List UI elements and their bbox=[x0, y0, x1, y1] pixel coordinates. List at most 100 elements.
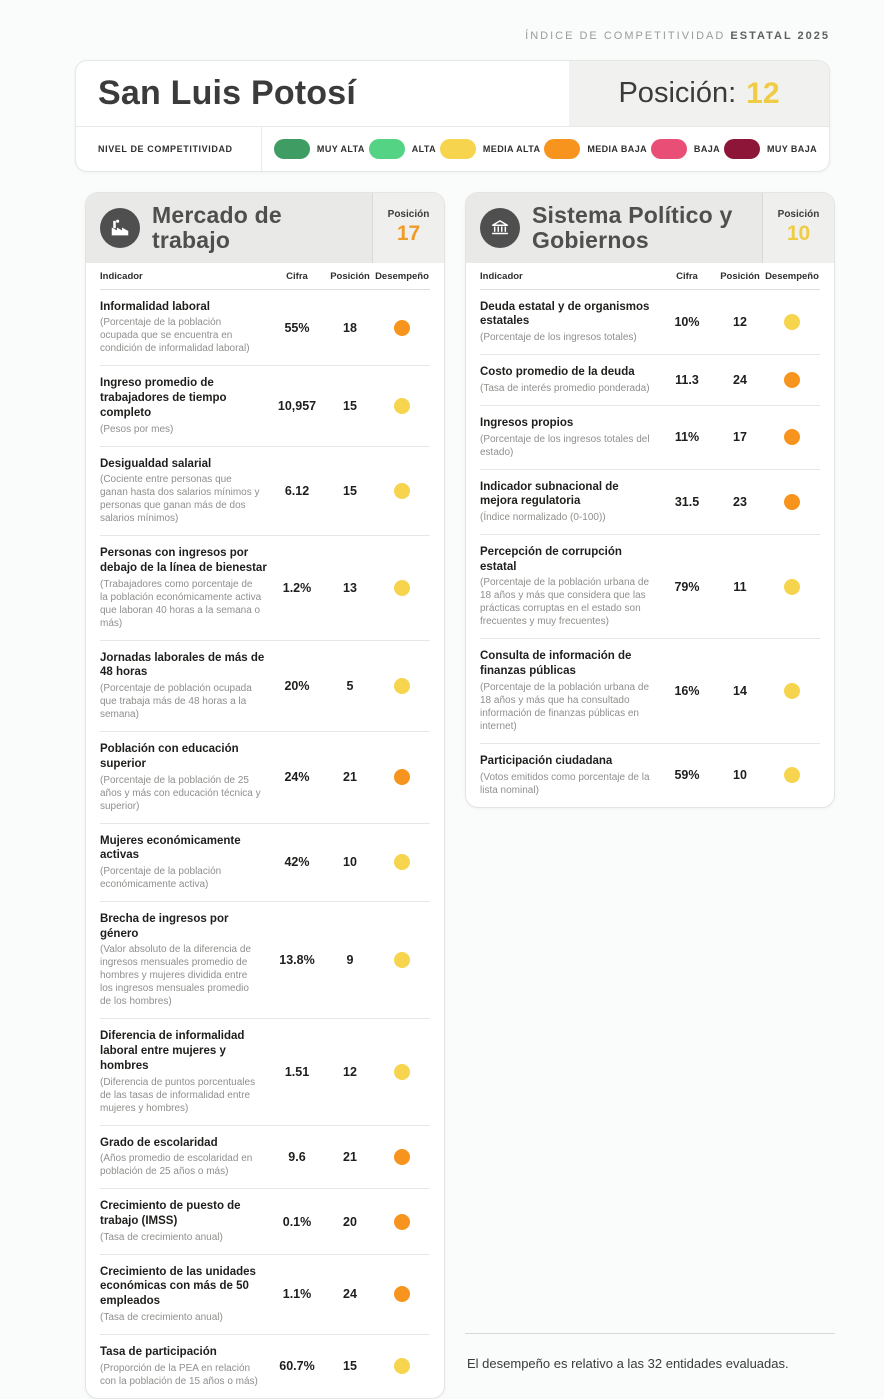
state-position-label: Posición: bbox=[618, 77, 737, 109]
indicator-cards: Mercado de trabajo Posición 17 Indicador… bbox=[85, 192, 835, 1399]
indicator-row: Informalidad laboral (Porcentaje de la po… bbox=[100, 290, 430, 367]
legend-color-pill bbox=[544, 139, 581, 159]
performance-cell bbox=[374, 677, 430, 694]
indicator-description: (Tasa de interés promedio ponderada) bbox=[480, 382, 650, 394]
indicator-row: Población con educación superior (Porcent… bbox=[100, 732, 430, 824]
performance-cell bbox=[374, 397, 430, 414]
col-indicator: Indicador bbox=[100, 270, 143, 282]
indicator-description: (Porcentaje de los ingresos totales) bbox=[480, 332, 637, 344]
indicator-row: Costo promedio de la deuda (Tasa de inter… bbox=[480, 355, 820, 406]
legend-label: NIVEL DE COMPETITIVIDAD bbox=[76, 127, 262, 171]
performance-cell bbox=[374, 319, 430, 336]
indicator-position: 10 bbox=[733, 768, 747, 783]
card-title: Mercado de trabajo bbox=[152, 202, 282, 253]
table-column-headers: Indicador Cifra Posición Desempeño bbox=[480, 263, 820, 290]
indicator-description: (Porcentaje de población ocupada que tra… bbox=[100, 683, 252, 721]
indicator-description: (Porcentaje de la población urbana de 18… bbox=[480, 577, 650, 628]
indicator-row: Brecha de ingresos por género (Valor abso… bbox=[100, 902, 430, 1020]
indicator-description: (Cociente entre personas que ganan hasta… bbox=[100, 474, 260, 525]
performance-cell bbox=[374, 1064, 430, 1081]
performance-dot bbox=[394, 769, 410, 786]
indicator-value: 24% bbox=[284, 770, 310, 785]
col-indicator: Indicador bbox=[480, 270, 523, 282]
indicator-description: (Años promedio de escolaridad en poblaci… bbox=[100, 1153, 253, 1178]
indicator-description: (Pesos por mes) bbox=[100, 423, 174, 435]
performance-dot bbox=[784, 429, 800, 446]
indicator-name: Desigualdad salarial bbox=[100, 457, 212, 470]
card-header: Mercado de trabajo Posición 17 bbox=[86, 193, 444, 263]
report-brand: ÍNDICE DE COMPETITIVIDAD ESTATAL 2025 bbox=[0, 0, 884, 42]
col-position: Posición bbox=[330, 270, 370, 282]
indicator-value: 31.5 bbox=[674, 494, 700, 509]
indicator-position: 20 bbox=[343, 1214, 357, 1229]
performance-cell bbox=[764, 429, 820, 446]
card-position-badge: Posición 10 bbox=[762, 193, 834, 263]
indicator-row: Consulta de información de finanzas públ… bbox=[480, 639, 820, 744]
performance-cell bbox=[374, 1358, 430, 1375]
performance-dot bbox=[784, 578, 800, 595]
performance-dot bbox=[394, 579, 410, 596]
indicator-value: 1.51 bbox=[284, 1065, 310, 1080]
state-name: San Luis Potosí bbox=[98, 74, 357, 112]
indicator-description: (Votos emitidos como porcentaje de la li… bbox=[480, 771, 650, 796]
card-position-badge: Posición 17 bbox=[372, 193, 444, 263]
legend-item-label: MUY ALTA bbox=[316, 144, 365, 154]
performance-cell bbox=[374, 1213, 430, 1230]
indicator-description: (Porcentaje de la población urbana de 18… bbox=[480, 681, 650, 732]
legend-item-label: MEDIA ALTA bbox=[482, 144, 541, 154]
indicator-row: Participación ciudadana (Votos emitidos c… bbox=[480, 744, 820, 807]
performance-dot bbox=[394, 1358, 410, 1375]
performance-dot bbox=[394, 1213, 410, 1230]
competitiveness-legend: NIVEL DE COMPETITIVIDAD MUY ALTA ALTA MEDI… bbox=[76, 127, 829, 171]
footer-note-block: El desempeño es relativo a las 32 entida… bbox=[465, 1332, 835, 1371]
legend-color-pill bbox=[650, 139, 687, 159]
performance-dot bbox=[784, 767, 800, 784]
performance-dot bbox=[394, 319, 410, 336]
indicator-position: 15 bbox=[343, 398, 357, 413]
indicator-value: 10,957 bbox=[277, 398, 317, 413]
footer-divider bbox=[465, 1332, 835, 1334]
indicator-description: (Porcentaje de la población ocupada que … bbox=[100, 317, 250, 355]
state-position-value: 12 bbox=[746, 76, 780, 110]
performance-dot bbox=[394, 482, 410, 499]
state-title-card: San Luis Potosí Posición: 12 NIVEL DE CO… bbox=[75, 60, 830, 172]
legend-color-pill bbox=[723, 139, 760, 159]
indicator-description: (Diferencia de puntos porcentuales de la… bbox=[100, 1076, 256, 1114]
legend-item-label: MUY BAJA bbox=[766, 144, 817, 154]
indicator-position: 24 bbox=[343, 1287, 357, 1302]
indicator-value: 10% bbox=[674, 314, 700, 329]
indicator-position: 12 bbox=[733, 314, 747, 329]
indicator-value: 0.1% bbox=[282, 1214, 312, 1229]
indicator-name: Mujeres económicamente activas bbox=[100, 834, 241, 862]
spacer bbox=[465, 808, 835, 1333]
card-position-value: 10 bbox=[786, 222, 811, 246]
legend-item-label: BAJA bbox=[693, 144, 721, 154]
indicator-position: 10 bbox=[343, 855, 357, 870]
indicator-value: 11.3 bbox=[675, 372, 699, 387]
performance-dot bbox=[394, 1286, 410, 1303]
col-performance: Desempeño bbox=[375, 270, 429, 282]
right-column: Sistema Político y Gobiernos Posición 10… bbox=[465, 192, 835, 1399]
indicator-description: (Trabajadores como porcentaje de la pobl… bbox=[100, 578, 262, 629]
indicator-name: Crecimiento de las unidades económicas c… bbox=[100, 1265, 256, 1308]
performance-dot bbox=[394, 854, 410, 871]
indicator-name: Ingresos propios bbox=[480, 416, 574, 429]
indicator-position: 12 bbox=[343, 1065, 357, 1080]
indicator-description: (Índice normalizado (0-100)) bbox=[480, 511, 606, 523]
card-title: Sistema Político y Gobiernos bbox=[532, 202, 733, 253]
performance-cell bbox=[764, 683, 820, 700]
indicator-name: Deuda estatal y de organismos estatales bbox=[480, 300, 650, 328]
indicator-position: 15 bbox=[343, 1359, 357, 1374]
indicator-value: 13.8% bbox=[279, 953, 315, 968]
indicator-value: 79% bbox=[674, 579, 700, 594]
card-header-main: Mercado de trabajo bbox=[86, 193, 372, 263]
performance-dot bbox=[784, 493, 800, 510]
indicator-row: Deuda estatal y de organismos estatales (… bbox=[480, 290, 820, 356]
legend-item: MEDIA BAJA bbox=[544, 139, 647, 159]
indicator-row: Indicador subnacional de mejora regulato… bbox=[480, 470, 820, 535]
performance-cell bbox=[764, 767, 820, 784]
legend-items: MUY ALTA ALTA MEDIA ALTA MEDIA BAJA BAJA MUY … bbox=[262, 127, 829, 171]
legend-item: MUY ALTA bbox=[273, 139, 365, 159]
legend-item-label: MEDIA BAJA bbox=[587, 144, 647, 154]
indicator-position: 15 bbox=[343, 483, 357, 498]
